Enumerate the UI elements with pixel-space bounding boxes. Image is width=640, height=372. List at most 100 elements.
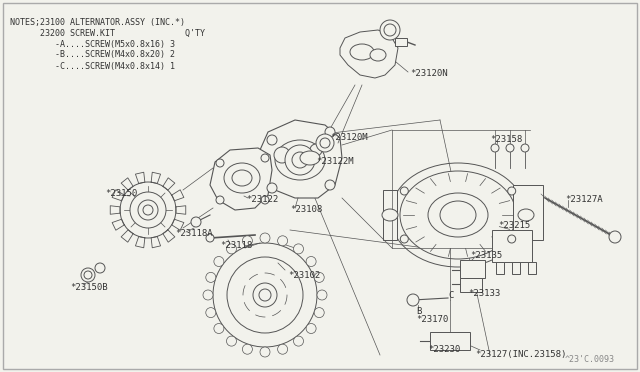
Circle shape [294, 244, 303, 254]
Circle shape [227, 257, 303, 333]
Circle shape [191, 217, 201, 227]
Text: *23133: *23133 [468, 289, 500, 298]
Circle shape [95, 263, 105, 273]
Circle shape [491, 144, 499, 152]
Bar [492, 230, 532, 262]
Text: *23230: *23230 [428, 346, 460, 355]
Bar [430, 332, 470, 350]
Circle shape [278, 344, 287, 354]
Text: -A....SCREW(M5x0.8x16) 3: -A....SCREW(M5x0.8x16) 3 [10, 39, 175, 48]
Text: 23200 SCREW.KIT              Q'TY: 23200 SCREW.KIT Q'TY [10, 29, 205, 38]
Circle shape [214, 324, 224, 334]
Text: ^23'C.0093: ^23'C.0093 [565, 356, 615, 365]
Ellipse shape [350, 44, 374, 60]
Bar [395, 38, 407, 46]
Circle shape [380, 20, 400, 40]
Circle shape [400, 187, 408, 195]
Circle shape [260, 233, 270, 243]
Text: *23150: *23150 [105, 189, 137, 199]
Text: *23215: *23215 [498, 221, 531, 231]
Text: *23120M: *23120M [330, 134, 367, 142]
Circle shape [84, 271, 92, 279]
Circle shape [267, 135, 277, 145]
Text: -C....SCREW(M4x0.8x14) 1: -C....SCREW(M4x0.8x14) 1 [10, 61, 175, 71]
Circle shape [214, 257, 224, 266]
Circle shape [320, 138, 330, 148]
Text: *23122: *23122 [246, 196, 278, 205]
Text: *23170: *23170 [416, 315, 448, 324]
Circle shape [314, 308, 324, 318]
Text: -B....SCREW(M4x0.8x20) 2: -B....SCREW(M4x0.8x20) 2 [10, 51, 175, 60]
Circle shape [243, 344, 252, 354]
Circle shape [81, 268, 95, 282]
Bar [496, 262, 504, 274]
Polygon shape [258, 120, 342, 198]
Circle shape [384, 24, 396, 36]
Ellipse shape [370, 49, 386, 61]
Bar [528, 262, 536, 274]
Circle shape [227, 336, 237, 346]
Ellipse shape [300, 151, 320, 165]
Circle shape [310, 144, 322, 156]
Circle shape [138, 200, 158, 220]
Text: *23118: *23118 [220, 241, 252, 250]
Circle shape [130, 192, 166, 228]
Text: *23120N: *23120N [410, 68, 447, 77]
Circle shape [227, 244, 237, 254]
Ellipse shape [275, 140, 325, 180]
Ellipse shape [382, 209, 398, 221]
Circle shape [216, 196, 224, 204]
Circle shape [314, 272, 324, 282]
Bar [460, 278, 482, 292]
Circle shape [521, 144, 529, 152]
Circle shape [325, 127, 335, 137]
Circle shape [206, 308, 216, 318]
Bar [383, 190, 397, 240]
Circle shape [216, 159, 224, 167]
Circle shape [306, 324, 316, 334]
Text: *23158: *23158 [490, 135, 522, 144]
Ellipse shape [224, 163, 260, 193]
Circle shape [261, 154, 269, 162]
Text: *23102: *23102 [288, 270, 320, 279]
Ellipse shape [390, 163, 526, 267]
Text: C: C [448, 291, 453, 299]
Polygon shape [340, 30, 398, 78]
Bar [513, 185, 543, 240]
Circle shape [206, 272, 216, 282]
Text: *23150B: *23150B [70, 283, 108, 292]
Circle shape [506, 144, 514, 152]
Ellipse shape [428, 193, 488, 237]
Circle shape [243, 236, 252, 246]
Circle shape [267, 183, 277, 193]
Circle shape [317, 290, 327, 300]
Text: NOTES;23100 ALTERNATOR.ASSY (INC.*): NOTES;23100 ALTERNATOR.ASSY (INC.*) [10, 17, 185, 26]
Circle shape [261, 196, 269, 204]
Ellipse shape [440, 201, 476, 229]
Polygon shape [210, 148, 272, 210]
Circle shape [120, 182, 176, 238]
Circle shape [508, 187, 516, 195]
Circle shape [400, 235, 408, 243]
Text: *23127(INC.23158): *23127(INC.23158) [475, 350, 566, 359]
Text: B: B [416, 308, 421, 317]
Circle shape [274, 147, 290, 163]
Circle shape [609, 231, 621, 243]
Circle shape [253, 283, 277, 307]
Text: *23122M: *23122M [316, 157, 354, 167]
Circle shape [316, 134, 334, 152]
Circle shape [206, 234, 214, 242]
Circle shape [285, 145, 315, 175]
Circle shape [143, 205, 153, 215]
Circle shape [294, 336, 303, 346]
Text: *23135: *23135 [470, 251, 502, 260]
Circle shape [292, 152, 308, 168]
Circle shape [407, 294, 419, 306]
Ellipse shape [400, 171, 516, 259]
Bar [512, 262, 520, 274]
Circle shape [259, 289, 271, 301]
Circle shape [508, 235, 516, 243]
Circle shape [203, 290, 213, 300]
Bar [460, 260, 485, 278]
Circle shape [213, 243, 317, 347]
